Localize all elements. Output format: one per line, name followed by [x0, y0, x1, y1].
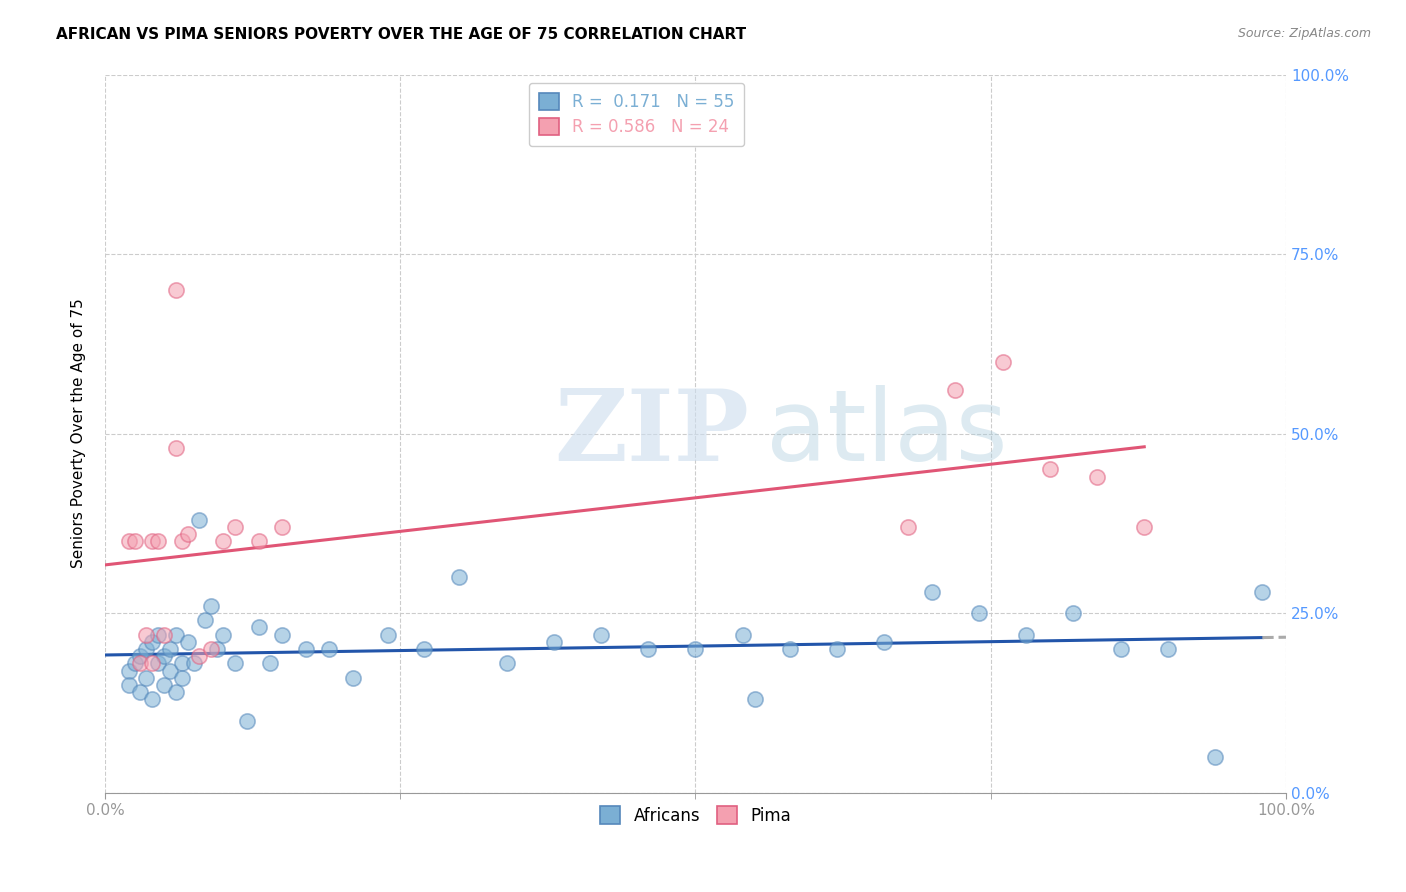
Point — [543, 635, 565, 649]
Point — [589, 628, 612, 642]
Point — [943, 384, 966, 398]
Point — [165, 685, 187, 699]
Point — [1133, 520, 1156, 534]
Point — [1109, 642, 1132, 657]
Point — [200, 642, 222, 657]
Point — [495, 657, 517, 671]
Point — [247, 534, 270, 549]
Point — [224, 520, 246, 534]
Point — [921, 584, 943, 599]
Point — [412, 642, 434, 657]
Point — [129, 685, 152, 699]
Point — [135, 642, 157, 657]
Point — [342, 671, 364, 685]
Point — [170, 534, 193, 549]
Point — [146, 534, 169, 549]
Point — [141, 534, 163, 549]
Y-axis label: Seniors Poverty Over the Age of 75: Seniors Poverty Over the Age of 75 — [72, 299, 86, 568]
Point — [212, 628, 235, 642]
Point — [188, 513, 211, 527]
Point — [124, 534, 146, 549]
Point — [176, 635, 198, 649]
Point — [1204, 749, 1226, 764]
Point — [294, 642, 316, 657]
Point — [235, 714, 257, 728]
Point — [1039, 462, 1062, 476]
Point — [153, 628, 176, 642]
Point — [165, 628, 187, 642]
Point — [1062, 606, 1084, 620]
Point — [637, 642, 659, 657]
Point — [212, 534, 235, 549]
Point — [141, 692, 163, 706]
Point — [176, 527, 198, 541]
Point — [744, 692, 766, 706]
Point — [897, 520, 920, 534]
Point — [259, 657, 281, 671]
Point — [200, 599, 222, 613]
Point — [1157, 642, 1180, 657]
Point — [159, 664, 181, 678]
Point — [377, 628, 399, 642]
Point — [1251, 584, 1274, 599]
Point — [146, 628, 169, 642]
Text: atlas: atlas — [766, 385, 1008, 482]
Point — [194, 613, 217, 627]
Point — [247, 620, 270, 634]
Point — [124, 657, 146, 671]
Point — [117, 534, 139, 549]
Point — [271, 628, 294, 642]
Point — [129, 657, 152, 671]
Point — [141, 657, 163, 671]
Point — [731, 628, 754, 642]
Point — [224, 657, 246, 671]
Point — [135, 671, 157, 685]
Point — [117, 678, 139, 692]
Point — [129, 649, 152, 664]
Legend: Africans, Pima: Africans, Pima — [591, 797, 801, 835]
Point — [159, 642, 181, 657]
Point — [135, 628, 157, 642]
Point — [153, 649, 176, 664]
Point — [183, 657, 205, 671]
Text: AFRICAN VS PIMA SENIORS POVERTY OVER THE AGE OF 75 CORRELATION CHART: AFRICAN VS PIMA SENIORS POVERTY OVER THE… — [56, 27, 747, 42]
Point — [1015, 628, 1038, 642]
Point — [188, 649, 211, 664]
Point — [153, 678, 176, 692]
Point — [170, 671, 193, 685]
Point — [318, 642, 340, 657]
Point — [1085, 469, 1108, 483]
Text: Source: ZipAtlas.com: Source: ZipAtlas.com — [1237, 27, 1371, 40]
Point — [779, 642, 801, 657]
Point — [825, 642, 848, 657]
Point — [205, 642, 228, 657]
Point — [165, 283, 187, 297]
Point — [991, 355, 1014, 369]
Point — [146, 657, 169, 671]
Point — [685, 642, 707, 657]
Point — [449, 570, 471, 584]
Point — [873, 635, 896, 649]
Text: ZIP: ZIP — [554, 385, 748, 482]
Point — [117, 664, 139, 678]
Point — [165, 441, 187, 455]
Point — [271, 520, 294, 534]
Point — [967, 606, 990, 620]
Point — [141, 635, 163, 649]
Point — [170, 657, 193, 671]
